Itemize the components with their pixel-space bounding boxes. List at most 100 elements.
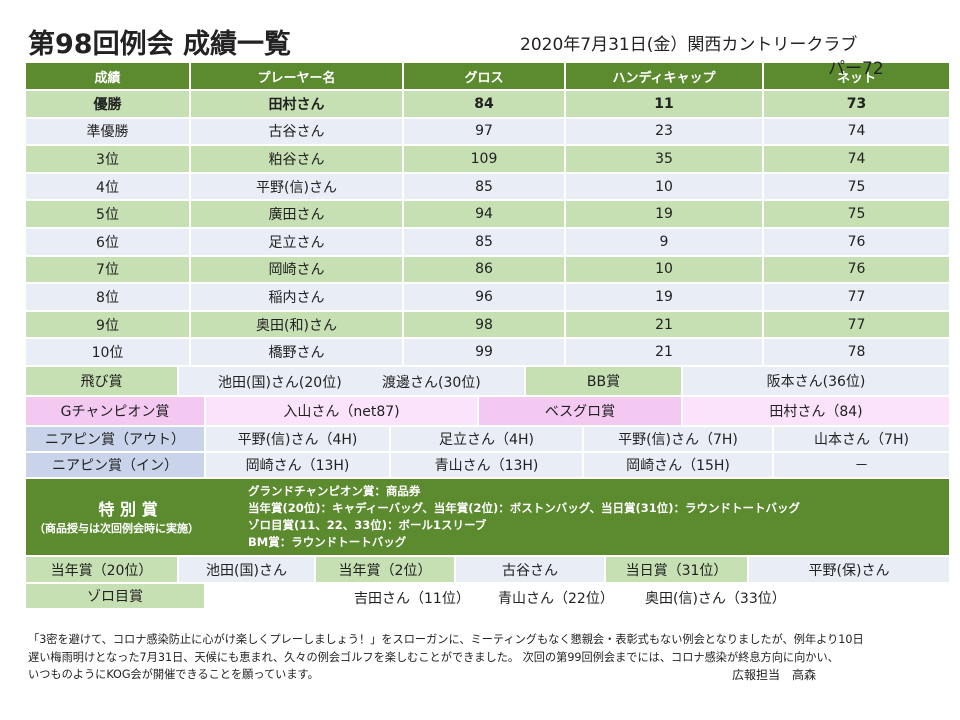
award-winner: 岡崎さん（15H) bbox=[583, 452, 773, 478]
result-cell: 109 bbox=[403, 145, 565, 173]
result-cell: 平野(信)さん bbox=[190, 172, 403, 201]
result-cell: 35 bbox=[565, 145, 763, 173]
column-header: プレーヤー名 bbox=[190, 62, 403, 90]
award-winner: 吉田さん（11位） bbox=[354, 591, 470, 607]
result-cell: 11 bbox=[565, 90, 763, 118]
result-cell: 85 bbox=[403, 172, 565, 201]
result-cell: 74 bbox=[763, 117, 950, 146]
special-line: 当年賞(20位)：キャディーバッグ、当年賞(2位)：ボストンバッグ、当日賞(31… bbox=[248, 501, 801, 515]
result-cell: 奥田(和)さん bbox=[190, 310, 403, 339]
result-cell: 橋野さん bbox=[190, 338, 403, 366]
result-cell: 8位 bbox=[25, 283, 190, 311]
special-line: BM賞：ラウンドトートバッグ bbox=[248, 535, 407, 549]
award-label: 当年賞（2位） bbox=[315, 556, 455, 583]
result-cell: 田村さん bbox=[190, 90, 403, 118]
result-cell: 粕谷さん bbox=[190, 145, 403, 173]
result-cell: 73 bbox=[763, 90, 950, 118]
result-cell: 77 bbox=[763, 310, 950, 339]
result-cell: 岡崎さん bbox=[190, 255, 403, 284]
result-cell: 優勝 bbox=[25, 90, 190, 118]
result-cell: 99 bbox=[403, 338, 565, 366]
award-winner: 古谷さん bbox=[455, 556, 605, 583]
result-cell: 97 bbox=[403, 117, 565, 146]
footer-signature: 広報担当 高森 bbox=[732, 668, 817, 682]
result-cell: 準優勝 bbox=[25, 117, 190, 146]
result-cell: 10位 bbox=[25, 338, 190, 366]
award-label: Gチャンピオン賞 bbox=[25, 396, 205, 426]
result-cell: 古谷さん bbox=[190, 117, 403, 146]
result-cell: 77 bbox=[763, 283, 950, 311]
result-cell: 足立さん bbox=[190, 228, 403, 256]
special-title: 特 別 賞 bbox=[98, 500, 158, 519]
result-cell: 19 bbox=[565, 283, 763, 311]
award-winner: 入山さん（net87) bbox=[205, 396, 478, 426]
result-cell: 5位 bbox=[25, 200, 190, 228]
award-winner: 奥田(信)さん（33位） bbox=[645, 591, 786, 607]
award-label: BB賞 bbox=[525, 366, 682, 396]
award-winner: 阪本さん(36位) bbox=[682, 366, 950, 396]
award-winner: 池田(国)さん bbox=[178, 556, 315, 583]
award-winner: 青山さん（22位） bbox=[498, 591, 614, 607]
result-cell: 94 bbox=[403, 200, 565, 228]
result-cell: 19 bbox=[565, 200, 763, 228]
award-label: ニアピン賞（イン） bbox=[25, 452, 205, 478]
result-cell: 3位 bbox=[25, 145, 190, 173]
award-winners bbox=[178, 366, 525, 396]
award-label: ゾロ目賞 bbox=[25, 583, 205, 609]
footer-line: 遅い梅雨明けとなった7月31日、天候にも恵まれ、久々の例会ゴルフを楽しむことがで… bbox=[28, 650, 839, 664]
award-winner: 足立さん（4H) bbox=[390, 426, 583, 452]
award-winner: 池田(国)さん(20位) bbox=[218, 375, 342, 391]
page-title: 第98回例会 成績一覧 bbox=[28, 29, 291, 60]
footer-line: 「3密を避けて、コロナ感染防止に心がけ楽しくプレーしましょう！」をスローガンに、… bbox=[28, 633, 864, 646]
result-cell: 7位 bbox=[25, 255, 190, 284]
award-label: 飛び賞 bbox=[25, 366, 178, 396]
result-cell: 76 bbox=[763, 255, 950, 284]
award-winner: 田村さん（84) bbox=[682, 396, 950, 426]
column-header: ハンディキャップ bbox=[565, 62, 763, 90]
result-cell: 廣田さん bbox=[190, 200, 403, 228]
award-label: 当日賞（31位） bbox=[605, 556, 748, 583]
award-label: ベスグロ賞 bbox=[478, 396, 682, 426]
result-cell: 96 bbox=[403, 283, 565, 311]
award-winner: 渡邊さん(30位) bbox=[382, 375, 481, 391]
result-cell: 75 bbox=[763, 200, 950, 228]
result-cell: 9 bbox=[565, 228, 763, 256]
result-cell: 23 bbox=[565, 117, 763, 146]
event-info: 2020年7月31日(金）関西カントリークラブ bbox=[520, 35, 858, 55]
column-header: グロス bbox=[403, 62, 565, 90]
result-cell: 74 bbox=[763, 145, 950, 173]
award-label: ニアピン賞（アウト） bbox=[25, 426, 205, 452]
special-block bbox=[25, 478, 950, 556]
result-cell: 86 bbox=[403, 255, 565, 284]
result-cell: 84 bbox=[403, 90, 565, 118]
award-winner: 青山さん（13H) bbox=[390, 452, 583, 478]
footer-line: いつものようにKOG会が開催できることを願っています。 bbox=[28, 668, 319, 681]
award-winner: 平野(保)さん bbox=[748, 556, 950, 583]
result-cell: 85 bbox=[403, 228, 565, 256]
special-line: ゾロ目賞(11、22、33位)：ボール1スリーブ bbox=[248, 518, 487, 532]
result-cell: 21 bbox=[565, 338, 763, 366]
result-cell: 10 bbox=[565, 172, 763, 201]
special-line: グランドチャンピオン賞：商品券 bbox=[248, 484, 421, 498]
result-cell: 75 bbox=[763, 172, 950, 201]
result-cell: 9位 bbox=[25, 310, 190, 339]
result-cell: 76 bbox=[763, 228, 950, 256]
award-label: 当年賞（20位） bbox=[25, 556, 178, 583]
column-header: ネット bbox=[763, 62, 950, 90]
result-cell: 21 bbox=[565, 310, 763, 339]
result-cell: 4位 bbox=[25, 172, 190, 201]
result-cell: 稲内さん bbox=[190, 283, 403, 311]
award-winner: 山本さん（7H) bbox=[773, 426, 950, 452]
result-cell: 98 bbox=[403, 310, 565, 339]
award-winner: － bbox=[773, 452, 950, 478]
award-winner: 平野(信)さん（4H) bbox=[205, 426, 390, 452]
par-info: パー72 bbox=[828, 59, 884, 79]
award-winner: 岡崎さん（13H) bbox=[205, 452, 390, 478]
award-winner: 平野(信)さん（7H) bbox=[583, 426, 773, 452]
result-cell: 10 bbox=[565, 255, 763, 284]
result-cell: 6位 bbox=[25, 228, 190, 256]
result-cell: 78 bbox=[763, 338, 950, 366]
column-header: 成績 bbox=[25, 62, 190, 90]
special-note: （商品授与は次回例会時に実施） bbox=[34, 522, 199, 535]
